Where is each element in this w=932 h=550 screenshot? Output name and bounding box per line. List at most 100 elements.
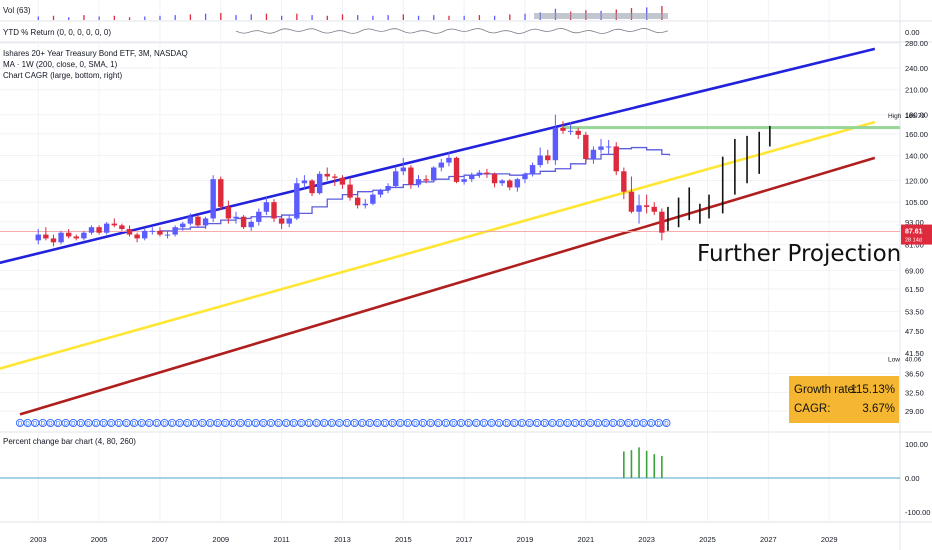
candle-body[interactable] bbox=[225, 206, 232, 219]
candle-body[interactable] bbox=[659, 211, 665, 233]
candle-body[interactable] bbox=[301, 180, 308, 184]
candle-body[interactable] bbox=[149, 230, 156, 232]
candle-body[interactable] bbox=[370, 194, 376, 204]
candle-body[interactable] bbox=[248, 221, 254, 228]
projection-bars[interactable] bbox=[667, 125, 771, 231]
candle-body[interactable] bbox=[103, 223, 110, 233]
price-tick-label[interactable]: 160.00 bbox=[905, 130, 928, 139]
candle-body[interactable] bbox=[354, 197, 361, 206]
candle-body[interactable] bbox=[575, 130, 581, 135]
candle-body[interactable] bbox=[43, 234, 49, 239]
candle-body[interactable] bbox=[286, 218, 292, 224]
candle-body[interactable] bbox=[142, 230, 148, 239]
year-tick-label[interactable]: 2011 bbox=[274, 535, 290, 544]
cagr-legend[interactable]: Chart CAGR (large, bottom, right) bbox=[3, 71, 122, 80]
candle-body[interactable] bbox=[263, 202, 270, 212]
candle-body[interactable] bbox=[65, 232, 72, 237]
year-tick-label[interactable]: 2029 bbox=[821, 535, 838, 544]
candle-body[interactable] bbox=[256, 211, 262, 222]
candle-body[interactable] bbox=[202, 218, 209, 226]
price-tick-label[interactable]: 93.00 bbox=[905, 218, 924, 227]
year-tick-label[interactable]: 2023 bbox=[638, 535, 655, 544]
candle-body[interactable] bbox=[499, 180, 505, 184]
price-tick-label[interactable]: 140.00 bbox=[905, 151, 928, 160]
price-tick-label[interactable]: 69.00 bbox=[905, 266, 924, 275]
candle-body[interactable] bbox=[621, 171, 627, 192]
candle-body[interactable] bbox=[50, 238, 57, 243]
channel-line-upper[interactable] bbox=[0, 47, 876, 265]
year-tick-label[interactable]: 2015 bbox=[395, 535, 412, 544]
candle-body[interactable] bbox=[309, 180, 315, 194]
year-tick-label[interactable]: 2019 bbox=[517, 535, 534, 544]
candle-body[interactable] bbox=[157, 230, 163, 235]
price-tick-label[interactable]: 47.50 bbox=[905, 327, 924, 336]
year-tick-label[interactable]: 2021 bbox=[577, 535, 594, 544]
price-tick-label[interactable]: 36.50 bbox=[905, 370, 924, 379]
candle-body[interactable] bbox=[180, 223, 186, 228]
candle-body[interactable] bbox=[484, 172, 490, 174]
candle-body[interactable] bbox=[598, 146, 604, 150]
price-tick-label[interactable]: 41.50 bbox=[905, 349, 924, 358]
dividend-marker[interactable] bbox=[662, 418, 671, 428]
candle-body[interactable] bbox=[81, 232, 87, 239]
candle-body[interactable] bbox=[324, 173, 330, 177]
candle-body[interactable] bbox=[552, 127, 559, 161]
candle-body[interactable] bbox=[651, 206, 657, 212]
candle-body[interactable] bbox=[423, 179, 429, 181]
year-tick-label[interactable]: 2027 bbox=[760, 535, 777, 544]
symbol-title[interactable]: Ishares 20+ Year Treasury Bond ETF, 3M, … bbox=[3, 49, 188, 58]
pcbc-legend[interactable]: Percent change bar chart (4, 80, 260) bbox=[3, 437, 136, 446]
ma-legend[interactable]: MA · 1W (200, close, 0, SMA, 1) bbox=[3, 60, 118, 69]
year-tick-label[interactable]: 2005 bbox=[91, 535, 108, 544]
candle-body[interactable] bbox=[58, 232, 64, 243]
candle-body[interactable] bbox=[446, 157, 452, 163]
candle-body[interactable] bbox=[88, 227, 95, 233]
candle-body[interactable] bbox=[385, 186, 391, 191]
price-tick-label[interactable]: 61.50 bbox=[905, 285, 924, 294]
candle-body[interactable] bbox=[271, 202, 277, 219]
candle-body[interactable] bbox=[537, 155, 543, 166]
candle-body[interactable] bbox=[362, 203, 368, 206]
candle-body[interactable] bbox=[628, 191, 635, 212]
price-tick-label[interactable]: 210.00 bbox=[905, 86, 928, 95]
candle-body[interactable] bbox=[583, 134, 589, 160]
candle-body[interactable] bbox=[126, 229, 133, 235]
year-tick-label[interactable]: 2013 bbox=[334, 535, 351, 544]
candle-body[interactable] bbox=[469, 175, 475, 180]
candle-body[interactable] bbox=[111, 223, 118, 226]
candle-body[interactable] bbox=[164, 234, 171, 236]
candle-body[interactable] bbox=[590, 149, 597, 160]
candle-body[interactable] bbox=[560, 127, 566, 131]
candle-body[interactable] bbox=[233, 216, 239, 219]
candle-body[interactable] bbox=[636, 205, 642, 212]
price-tick-label[interactable]: 280.00 bbox=[905, 39, 928, 48]
candle-body[interactable] bbox=[522, 173, 528, 180]
candle-body[interactable] bbox=[332, 176, 338, 178]
price-axis[interactable]: 280.00 240.00 210.00 180.00 160.00 140.00 120.… bbox=[888, 39, 932, 416]
candle-body[interactable] bbox=[134, 234, 140, 239]
year-tick-label[interactable]: 2007 bbox=[152, 535, 169, 544]
candle-body[interactable] bbox=[294, 183, 300, 219]
candle-body[interactable] bbox=[431, 167, 437, 181]
volume-legend[interactable]: Vol (63) bbox=[3, 6, 31, 15]
channel-line-mid[interactable] bbox=[0, 120, 876, 371]
candle-body[interactable] bbox=[461, 179, 467, 182]
candle-body[interactable] bbox=[172, 227, 178, 235]
price-tick-label[interactable]: 29.00 bbox=[905, 407, 924, 416]
candle-body[interactable] bbox=[529, 165, 536, 174]
candle-body[interactable] bbox=[240, 216, 247, 228]
candles[interactable] bbox=[35, 114, 665, 247]
candle-body[interactable] bbox=[400, 167, 406, 172]
candle-body[interactable] bbox=[347, 184, 353, 198]
candle-body[interactable] bbox=[453, 157, 460, 182]
year-tick-label[interactable]: 2009 bbox=[212, 535, 229, 544]
projection-annotation[interactable]: Further Projection bbox=[697, 241, 901, 267]
candle-body[interactable] bbox=[119, 225, 125, 230]
candle-body[interactable] bbox=[643, 205, 650, 207]
ytd-legend[interactable]: YTD % Return (0, 0, 0, 0, 0, 0) bbox=[3, 28, 111, 37]
candle-body[interactable] bbox=[35, 234, 41, 241]
year-tick-label[interactable]: 2003 bbox=[30, 535, 47, 544]
price-tick-label[interactable]: 81.00 bbox=[905, 240, 924, 249]
